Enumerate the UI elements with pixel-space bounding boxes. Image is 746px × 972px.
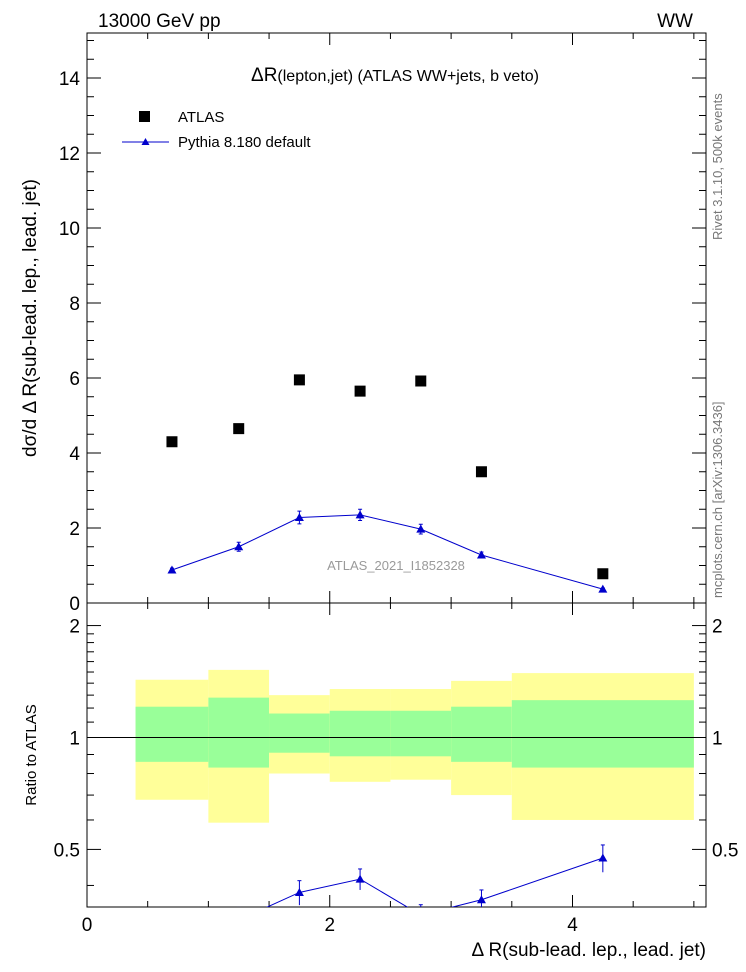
atlas-point-0 xyxy=(166,436,178,448)
pythia-point-2 xyxy=(294,513,304,521)
ytick-label-main: 8 xyxy=(69,294,80,315)
ytick-label-main: 2 xyxy=(69,519,80,540)
xlabel: Δ R(sub-lead. lep., lead. jet) xyxy=(472,940,706,961)
pythia-point-0 xyxy=(167,565,177,574)
ytick-label-ratio-left: 1 xyxy=(69,728,80,749)
pythia-line xyxy=(171,514,603,590)
title-main: ΔR xyxy=(251,65,277,86)
ratio-point-2 xyxy=(294,887,304,896)
ratio-point-4 xyxy=(416,911,425,919)
atlas-point-1 xyxy=(233,423,245,435)
band-inner-4 xyxy=(390,710,452,757)
title-rest: (lepton,jet) (ATLAS WW+jets, b veto) xyxy=(277,68,539,85)
pythia-point-3 xyxy=(355,510,365,519)
ratio-bands xyxy=(135,669,694,823)
atlas-point-4 xyxy=(415,375,427,387)
ratio-series xyxy=(87,736,706,923)
legend-pythia-marker xyxy=(141,138,150,145)
pythia-point-1 xyxy=(234,542,244,551)
main-series xyxy=(166,374,609,593)
mcplots-label: mcplots.cern.ch [arXiv:1306.3436] xyxy=(710,401,725,598)
rivet-label: Rivet 3.1.10, 500k events xyxy=(710,93,725,240)
analysis-watermark: ATLAS_2021_I1852328 xyxy=(327,558,465,573)
band-inner-1 xyxy=(208,697,270,768)
atlas-point-3 xyxy=(354,385,366,397)
ytick-label-ratio-left: 2 xyxy=(69,617,80,638)
ytick-label-main: 6 xyxy=(69,369,80,390)
band-inner-5 xyxy=(451,706,512,762)
pythia-point-6 xyxy=(598,584,608,593)
ytick-label-main: 4 xyxy=(69,444,80,465)
header-right: WW xyxy=(657,11,693,32)
ratio-ylabel: Ratio to ATLAS xyxy=(23,704,40,805)
ytick-label-ratio-right: 2 xyxy=(712,617,723,638)
band-inner-3 xyxy=(329,710,391,757)
ytick-label-main: 14 xyxy=(59,69,81,90)
ytick-label-main: 10 xyxy=(59,219,80,240)
legend: ATLAS Pythia 8.180 default xyxy=(122,109,311,151)
ratio-point-6 xyxy=(598,853,608,862)
band-inner-0 xyxy=(135,706,209,762)
atlas-point-5 xyxy=(475,466,487,478)
chart-title: ΔR(lepton,jet) (ATLAS WW+jets, b veto) xyxy=(251,65,539,86)
ratio-point-5 xyxy=(476,895,486,904)
pythia-point-4 xyxy=(416,524,426,533)
legend-pythia-label: Pythia 8.180 default xyxy=(178,134,311,151)
atlas-point-6 xyxy=(597,568,609,580)
xtick-label: 4 xyxy=(567,915,578,936)
ytick-label-main: 0 xyxy=(69,594,80,615)
band-inner-6 xyxy=(511,700,694,768)
header-left: 13000 GeV pp xyxy=(98,11,221,32)
ytick-label-main: 12 xyxy=(59,144,80,165)
band-inner-2 xyxy=(269,713,330,753)
ratio-point-1 xyxy=(234,915,243,923)
legend-atlas-label: ATLAS xyxy=(178,109,224,126)
ytick-label-ratio-right: 1 xyxy=(712,728,723,749)
main-ylabel: dσ/d Δ R(sub-lead. lep., lead. jet) xyxy=(20,179,41,457)
ratio-point-3 xyxy=(355,874,365,883)
ytick-label-ratio-left: 0.5 xyxy=(54,840,80,861)
atlas-point-2 xyxy=(293,374,305,386)
ytick-label-ratio-right: 0.5 xyxy=(712,840,738,861)
xtick-label: 0 xyxy=(82,915,93,936)
legend-atlas-marker xyxy=(139,111,150,122)
xtick-label: 2 xyxy=(324,915,335,936)
pythia-point-5 xyxy=(476,550,486,559)
